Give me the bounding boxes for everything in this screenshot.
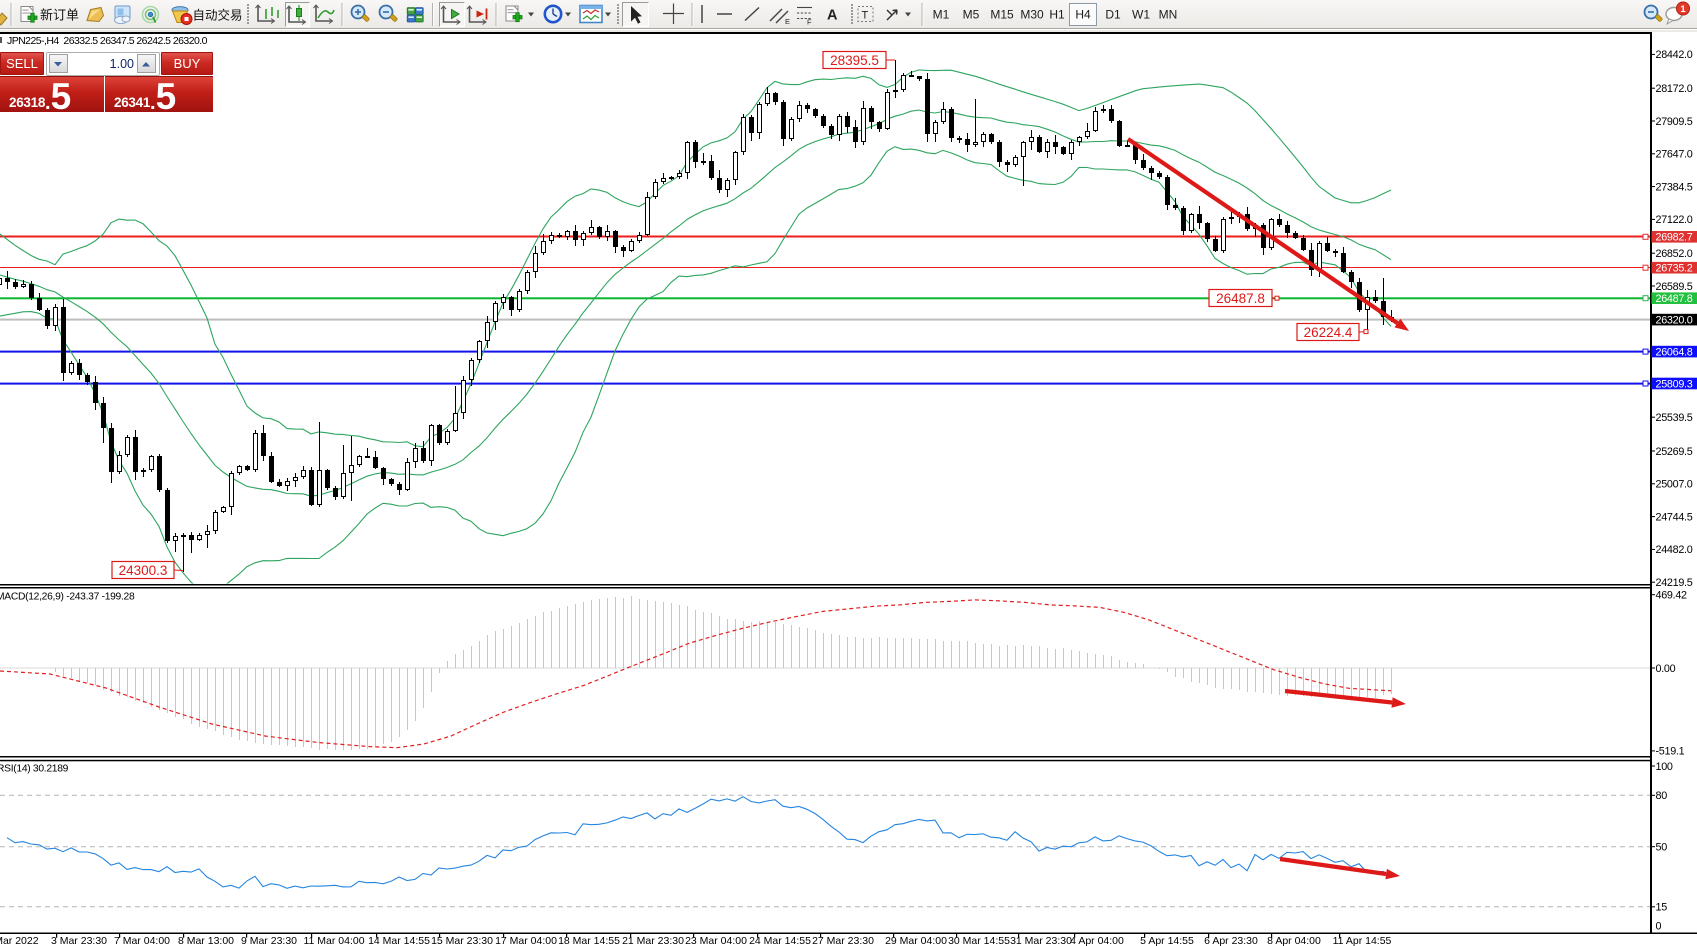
svg-text:RSI(14) 30.2189: RSI(14) 30.2189 — [0, 764, 69, 775]
svg-text:W1: W1 — [1132, 8, 1150, 22]
svg-text:D1: D1 — [1105, 8, 1121, 22]
svg-text:M5: M5 — [963, 8, 980, 22]
svg-text:24744.5: 24744.5 — [1656, 511, 1693, 523]
svg-text:0: 0 — [1656, 921, 1662, 933]
svg-text:9 Mar 23:30: 9 Mar 23:30 — [241, 935, 297, 946]
svg-text:26982.7: 26982.7 — [1656, 232, 1693, 244]
svg-text:H4: H4 — [1075, 8, 1091, 22]
svg-text:1: 1 — [1680, 4, 1686, 15]
svg-text:27647.0: 27647.0 — [1656, 149, 1693, 161]
svg-text:50: 50 — [1656, 842, 1668, 854]
svg-text:24300.3: 24300.3 — [119, 563, 168, 578]
svg-text:H1: H1 — [1049, 8, 1065, 22]
svg-text:24 Mar 14:55: 24 Mar 14:55 — [749, 935, 811, 946]
svg-text:27909.5: 27909.5 — [1656, 116, 1693, 128]
svg-text:25539.5: 25539.5 — [1656, 412, 1693, 424]
svg-text:30 Mar 14:55: 30 Mar 14:55 — [948, 935, 1010, 946]
svg-text:100: 100 — [1656, 761, 1673, 773]
svg-text:15: 15 — [1656, 902, 1668, 914]
svg-text:24219.5: 24219.5 — [1656, 577, 1693, 589]
svg-text:28395.5: 28395.5 — [830, 53, 879, 68]
svg-text:26852.0: 26852.0 — [1656, 248, 1693, 260]
svg-text:6 Apr 23:30: 6 Apr 23:30 — [1204, 935, 1258, 946]
svg-text:80: 80 — [1656, 790, 1668, 802]
svg-text:A: A — [827, 8, 838, 24]
svg-text:M30: M30 — [1020, 8, 1044, 22]
svg-text:26735.2: 26735.2 — [1656, 263, 1693, 275]
svg-text:8 Apr 04:00: 8 Apr 04:00 — [1267, 935, 1321, 946]
svg-text:14 Mar 14:55: 14 Mar 14:55 — [368, 935, 430, 946]
svg-text:17 Mar 04:00: 17 Mar 04:00 — [495, 935, 557, 946]
svg-text:5 Apr 14:55: 5 Apr 14:55 — [1140, 935, 1194, 946]
svg-text:8 Mar 13:00: 8 Mar 13:00 — [178, 935, 234, 946]
svg-text:7 Mar 04:00: 7 Mar 04:00 — [114, 935, 170, 946]
svg-text:29 Mar 04:00: 29 Mar 04:00 — [885, 935, 947, 946]
svg-text:M1: M1 — [933, 8, 950, 22]
svg-text:E: E — [785, 17, 790, 26]
svg-text:469.42: 469.42 — [1656, 590, 1688, 602]
svg-text:MN: MN — [1159, 8, 1178, 22]
svg-text:18 Mar 14:55: 18 Mar 14:55 — [558, 935, 620, 946]
svg-text:M15: M15 — [990, 8, 1014, 22]
svg-text:27122.0: 27122.0 — [1656, 214, 1693, 226]
svg-text:JPN225-,H4 26332.5 26347.5 26: JPN225-,H4 26332.5 26347.5 26242.5 26320… — [7, 35, 208, 47]
svg-text:0.00: 0.00 — [1656, 663, 1676, 675]
svg-text:MACD(12,26,9) -243.37 -199.28: MACD(12,26,9) -243.37 -199.28 — [0, 592, 135, 603]
svg-text:自动交易: 自动交易 — [193, 8, 243, 23]
svg-text:25269.5: 25269.5 — [1656, 446, 1693, 458]
svg-text:26224.4: 26224.4 — [1304, 325, 1353, 340]
svg-text:15 Mar 23:30: 15 Mar 23:30 — [431, 935, 493, 946]
svg-text:F: F — [807, 18, 812, 27]
svg-text:27 Mar 23:30: 27 Mar 23:30 — [812, 935, 874, 946]
svg-text:28172.0: 28172.0 — [1656, 83, 1693, 95]
svg-text:25809.3: 25809.3 — [1656, 378, 1693, 390]
svg-text:26320.0: 26320.0 — [1656, 314, 1693, 326]
svg-text:-519.1: -519.1 — [1656, 746, 1685, 758]
svg-text:28442.0: 28442.0 — [1656, 49, 1693, 61]
svg-text:26487.8: 26487.8 — [1656, 293, 1693, 305]
svg-text:31 Mar 23:30: 31 Mar 23:30 — [1010, 935, 1072, 946]
svg-text:11 Mar 04:00: 11 Mar 04:00 — [303, 935, 364, 946]
svg-text:11 Apr 14:55: 11 Apr 14:55 — [1333, 935, 1392, 946]
svg-text:27384.5: 27384.5 — [1656, 181, 1693, 193]
svg-text:3 Mar 23:30: 3 Mar 23:30 — [51, 935, 107, 946]
svg-text:23 Mar 04:00: 23 Mar 04:00 — [685, 935, 747, 946]
svg-text:26589.5: 26589.5 — [1656, 281, 1693, 293]
svg-text:T: T — [862, 10, 869, 22]
svg-text:21 Mar 23:30: 21 Mar 23:30 — [622, 935, 684, 946]
svg-text:1 Mar 2022: 1 Mar 2022 — [0, 935, 39, 946]
svg-text:26487.8: 26487.8 — [1216, 291, 1265, 306]
svg-text:25007.0: 25007.0 — [1656, 479, 1693, 491]
svg-text:新订单: 新订单 — [40, 8, 79, 23]
svg-text:4 Apr 04:00: 4 Apr 04:00 — [1070, 935, 1124, 946]
svg-text:26064.8: 26064.8 — [1656, 346, 1693, 358]
svg-text:24482.0: 24482.0 — [1656, 544, 1693, 556]
